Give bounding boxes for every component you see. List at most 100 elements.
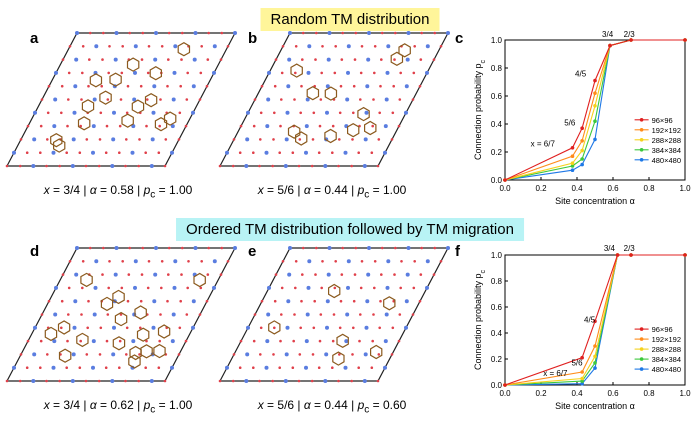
- li-site: [258, 379, 261, 383]
- tm-site: [345, 312, 350, 317]
- li-site: [337, 379, 340, 383]
- li-site: [376, 164, 380, 168]
- tm-site: [12, 365, 16, 370]
- li-site: [311, 353, 315, 356]
- li-site: [273, 299, 277, 303]
- series-point: [503, 383, 507, 387]
- li-site: [167, 246, 171, 250]
- tm-site: [171, 312, 176, 317]
- series-point: [570, 164, 575, 168]
- li-site: [81, 286, 84, 290]
- tm-site: [346, 70, 350, 75]
- li-site: [125, 326, 129, 330]
- li-site: [19, 353, 23, 356]
- tm-site: [191, 325, 195, 330]
- tm-site: [91, 365, 95, 370]
- li-site: [87, 299, 90, 303]
- tm-site: [266, 312, 271, 317]
- series-point: [593, 104, 597, 108]
- li-site: [145, 124, 148, 128]
- tm-site: [286, 299, 291, 304]
- li-site: [412, 71, 416, 75]
- tm-site: [54, 70, 58, 75]
- tm-site: [133, 259, 138, 264]
- legend-marker: [639, 148, 644, 152]
- tm-site: [73, 84, 78, 89]
- li-site: [158, 124, 161, 128]
- li-site: [67, 98, 70, 101]
- li-site: [274, 273, 278, 276]
- li-site: [413, 45, 417, 48]
- li-site: [125, 111, 129, 115]
- tm-site: [170, 150, 174, 155]
- li-site: [331, 124, 335, 128]
- tm-site: [149, 379, 154, 383]
- tm-site: [151, 110, 156, 115]
- tm-site: [112, 110, 116, 115]
- li-site: [138, 138, 141, 141]
- tm-site: [324, 352, 329, 357]
- li-site: [39, 124, 43, 128]
- li-site: [312, 326, 316, 330]
- li-site: [297, 164, 301, 168]
- li-site: [179, 299, 182, 303]
- li-site: [181, 31, 184, 35]
- li-site: [47, 84, 51, 88]
- tm-site: [93, 285, 98, 290]
- li-site: [26, 339, 30, 343]
- network-hexagon: [112, 336, 126, 351]
- li-site: [411, 98, 415, 101]
- li-site: [239, 124, 243, 128]
- legend-marker: [639, 138, 644, 142]
- series-point: [593, 344, 597, 348]
- li-site: [219, 58, 223, 61]
- tm-site: [367, 246, 371, 250]
- network-hexagon: [163, 111, 177, 126]
- tm-site: [71, 137, 76, 142]
- li-site: [317, 366, 321, 370]
- li-site: [397, 339, 401, 343]
- legend-label: 480×480: [652, 156, 681, 165]
- x-axis-label: Site concentration α: [555, 196, 635, 206]
- tm-site: [307, 44, 312, 49]
- li-site: [252, 366, 255, 370]
- li-site: [40, 313, 44, 316]
- li-site: [420, 246, 424, 250]
- li-site: [390, 138, 394, 141]
- caption-d: x = 3/4 | α = 0.62 | pc = 1.00: [43, 398, 193, 416]
- tm-site: [325, 84, 330, 89]
- legend-marker: [639, 347, 644, 351]
- tm-site: [264, 150, 269, 155]
- series-point: [570, 154, 575, 158]
- li-site: [101, 58, 104, 61]
- network-hexagon: [328, 283, 341, 299]
- li-site: [412, 286, 416, 290]
- li-site: [100, 84, 103, 88]
- tm-site: [33, 110, 37, 115]
- li-site: [127, 273, 131, 276]
- li-site: [272, 353, 275, 356]
- network-hexagon: [131, 99, 145, 114]
- li-site: [301, 273, 304, 276]
- li-site: [321, 260, 324, 263]
- li-site: [370, 151, 374, 154]
- li-site: [88, 31, 92, 35]
- li-site: [118, 151, 121, 154]
- li-site: [141, 246, 145, 250]
- li-site: [372, 98, 375, 101]
- li-site: [47, 299, 51, 303]
- tm-site: [304, 150, 308, 155]
- li-site: [128, 31, 131, 35]
- network-hexagon: [268, 320, 281, 335]
- legend-label: 96×96: [652, 116, 673, 125]
- li-site: [199, 286, 203, 290]
- li-site: [181, 246, 184, 250]
- tm-site: [325, 299, 330, 304]
- network-hexagon: [81, 99, 95, 114]
- li-site: [413, 260, 417, 263]
- tm-site: [150, 137, 155, 142]
- li-site: [232, 353, 236, 356]
- li-site: [87, 84, 90, 88]
- li-site: [399, 71, 403, 75]
- li-site: [207, 246, 210, 250]
